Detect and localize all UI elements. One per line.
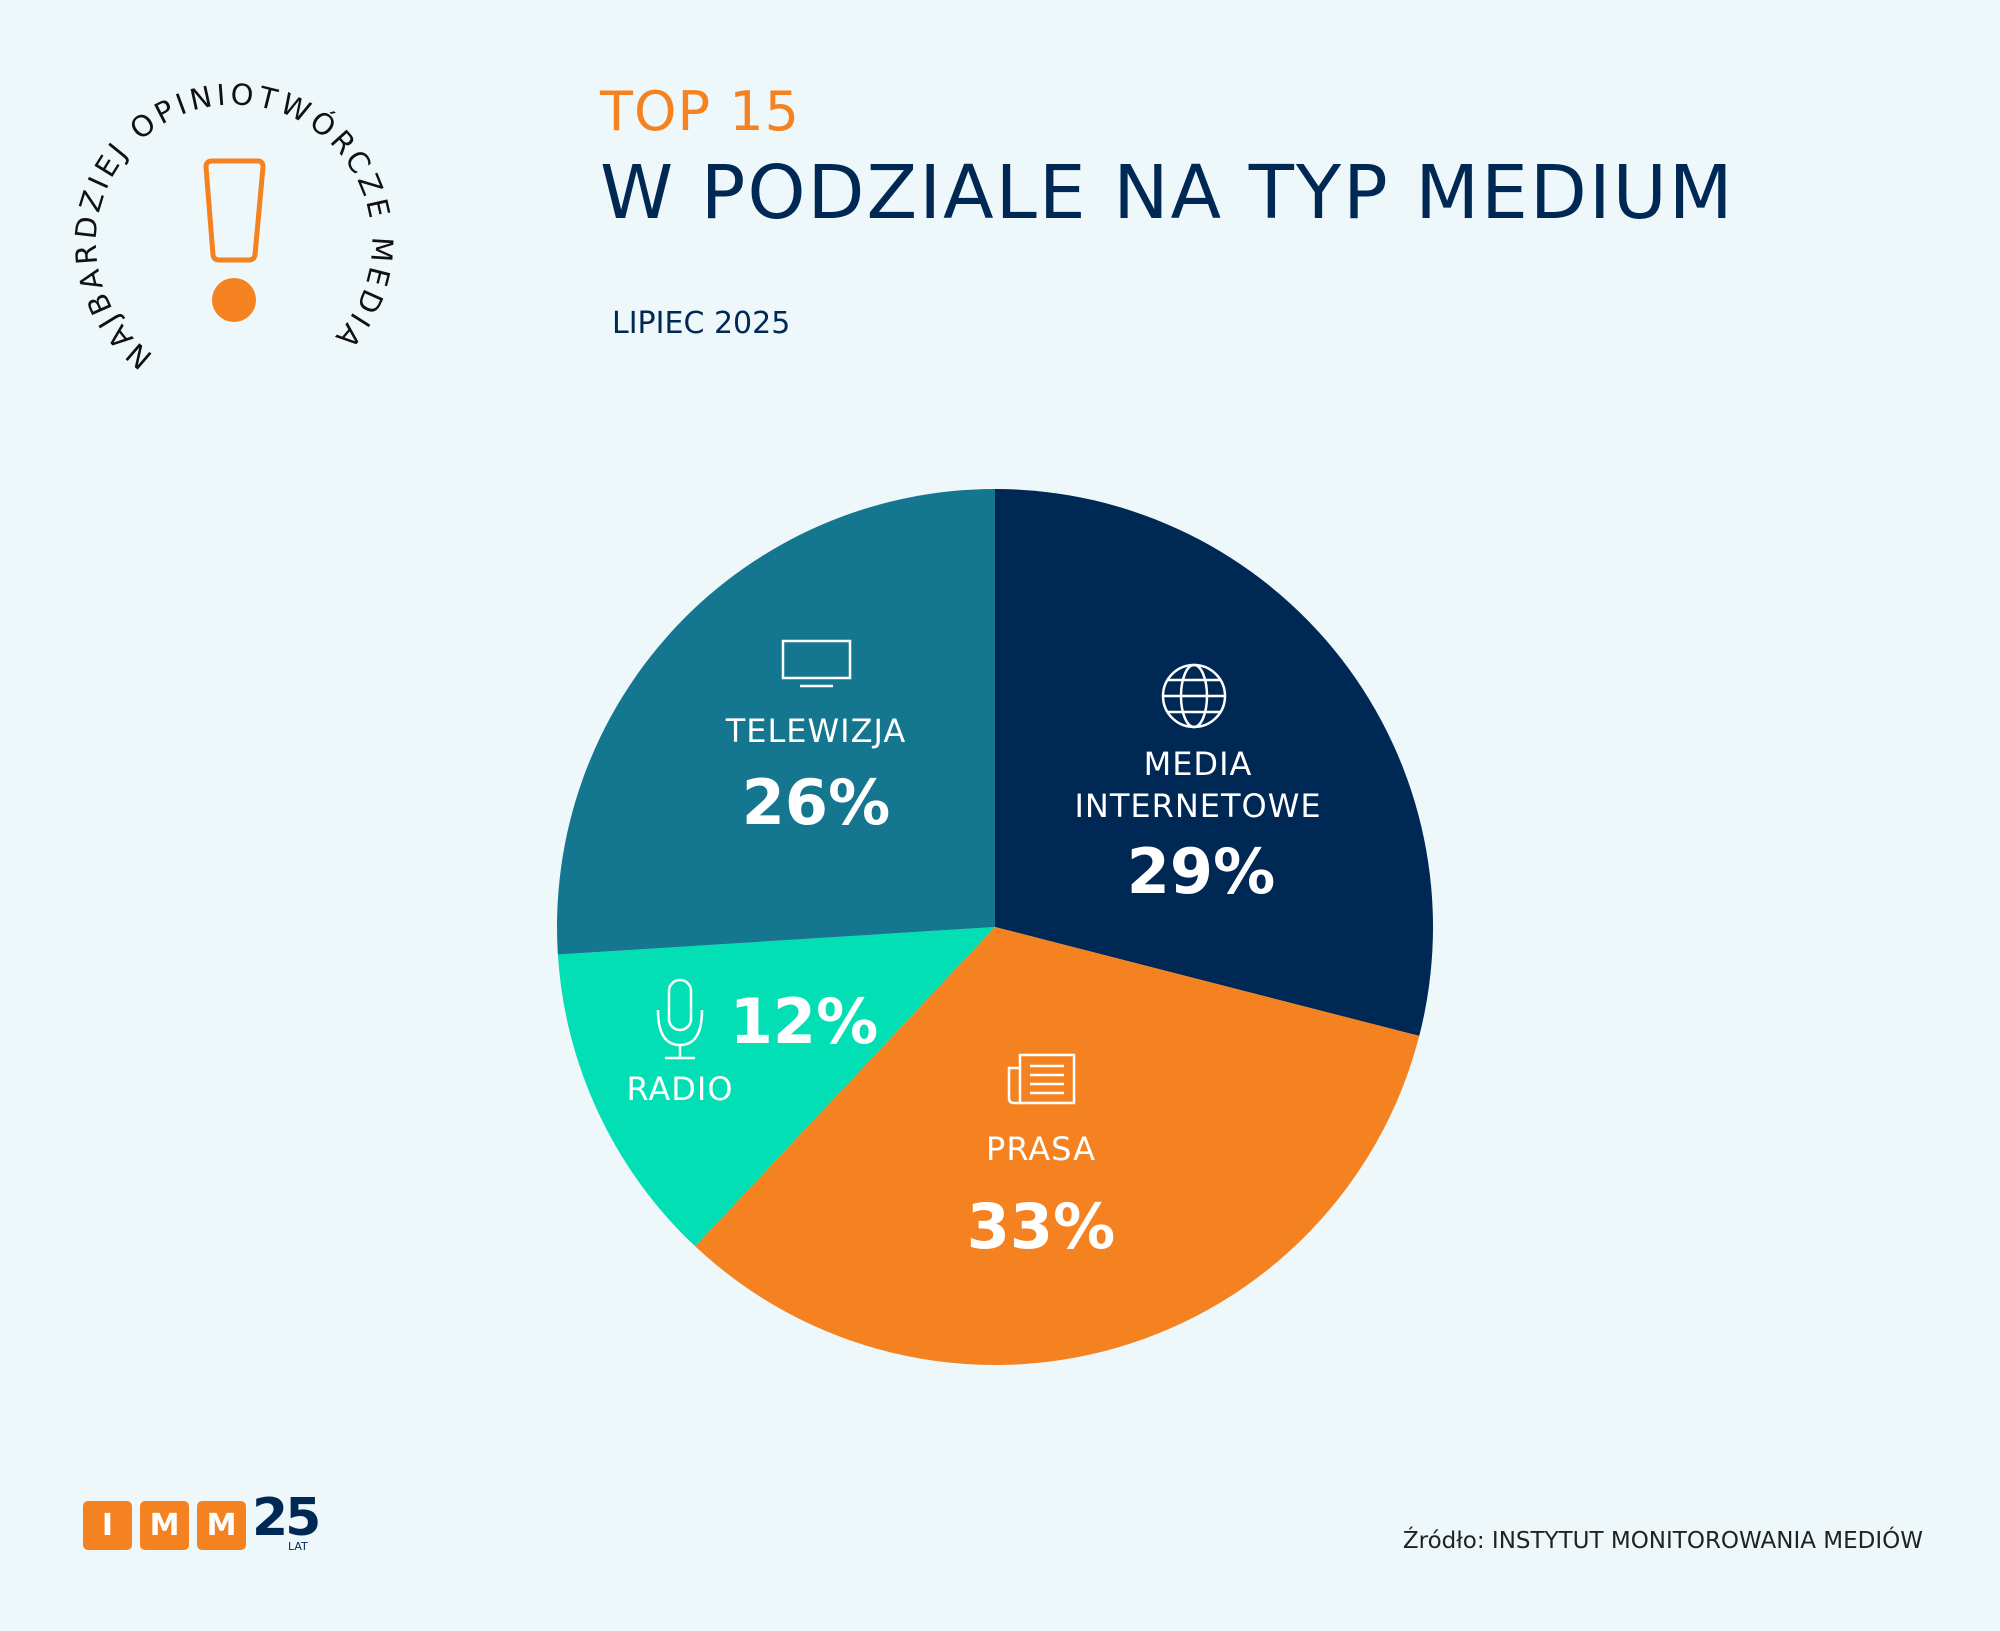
badge-logo: NAJBARDZIEJ OPINIOTWÓRCZE MEDIA <box>69 77 396 376</box>
exclamation-icon <box>203 158 266 263</box>
slice-value-telewizja: 26% <box>742 766 890 839</box>
source-note: Źródło: INSTYTUT MONITOROWANIA MEDIÓW <box>1402 1528 1923 1554</box>
slice-value-prasa: 33% <box>967 1190 1115 1263</box>
slice-label-media-line2: INTERNETOWE <box>1074 787 1321 825</box>
pie-slice-prasa <box>695 927 1420 1365</box>
logo-letter: M <box>140 1501 189 1550</box>
pie-slice-radio <box>557 927 995 1247</box>
page-title: W PODZIALE NA TYP MEDIUM <box>600 150 1735 236</box>
microphone-icon <box>656 978 704 1060</box>
globe-icon <box>1161 663 1227 729</box>
slice-value-radio: 12% <box>730 985 878 1058</box>
pie-slice-telewizja <box>557 489 995 955</box>
logo-years: 25 <box>252 1488 321 1548</box>
slice-value-media: 29% <box>1127 835 1275 908</box>
slice-label-radio: RADIO <box>626 1070 733 1108</box>
logo-letter: I <box>83 1501 132 1550</box>
period-label: LIPIEC 2025 <box>612 306 791 341</box>
slice-label-prasa: PRASA <box>986 1130 1096 1168</box>
newspaper-icon <box>1007 1053 1076 1105</box>
kicker: TOP 15 <box>600 80 800 143</box>
logo-letter: M <box>197 1501 246 1550</box>
slice-label-telewizja: TELEWIZJA <box>725 712 907 750</box>
exclamation-dot-icon <box>212 278 256 322</box>
logo-years-label: LAT <box>288 1540 308 1553</box>
slice-label-media-line1: MEDIA <box>1144 745 1253 783</box>
pie-slice-media-internetowe <box>995 489 1433 1036</box>
tv-icon <box>781 639 852 688</box>
